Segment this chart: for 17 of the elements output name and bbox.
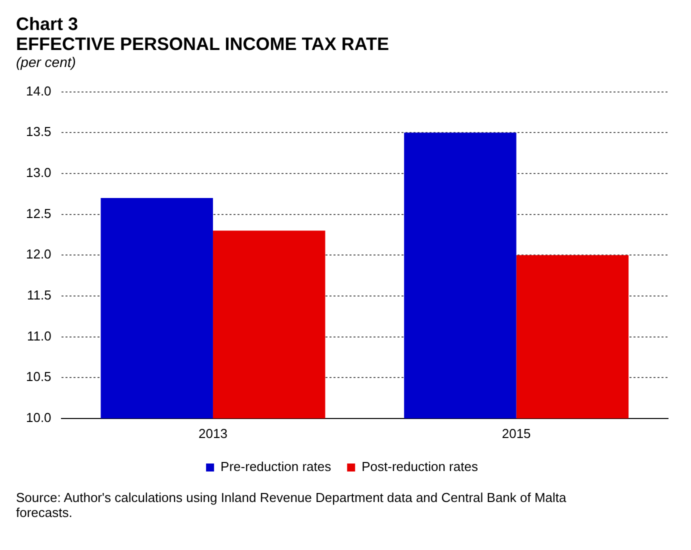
y-tick-label: 11.5 [26,288,52,303]
chart-subtitle: EFFECTIVE PERSONAL INCOME TAX RATE [16,34,390,54]
x-tick-label: 2015 [502,426,531,441]
y-axis-title: (per cent) [16,54,77,70]
y-tick-label: 11.0 [26,328,52,344]
y-tick-label: 10.5 [26,369,52,384]
y-tick-label: 10.0 [26,410,52,425]
y-tick-label: 13.5 [26,124,52,140]
y-tick-label: 12.5 [26,206,52,221]
y-tick-label: 13.0 [26,165,52,180]
chart-title: Chart 3 [16,14,80,34]
source-note: Source: Author's calculations using Inland Revenue Department data and Central Bank of Malta forecasts. [16,490,568,520]
y-tick-label: 12.0 [26,246,52,262]
legend-label: Pre-reduction rates [220,459,332,474]
legend-label: Post-reduction rates [362,459,478,474]
x-tick-label: 2013 [198,426,228,441]
y-tick-label: 14.0 [26,83,52,98]
